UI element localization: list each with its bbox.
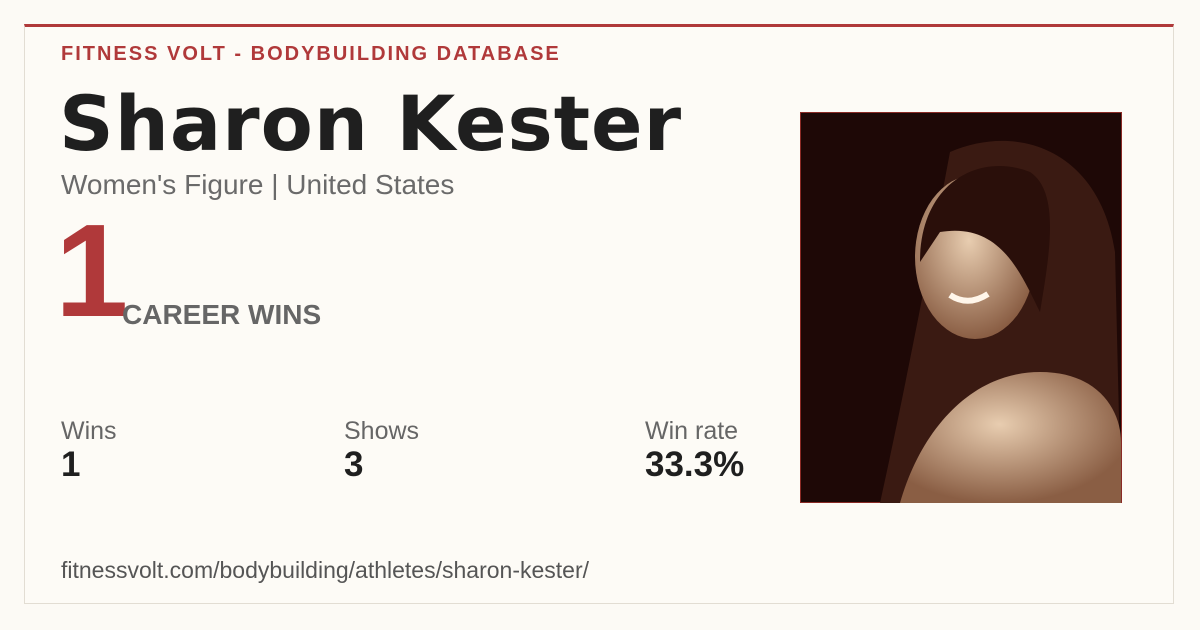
career-wins: 1 [55,197,129,344]
career-wins-label: CAREER WINS [122,299,322,330]
stat-value: 3 [344,445,364,484]
athlete-photo [800,112,1122,503]
athlete-name: Sharon Kester [59,79,683,168]
card: FITNESS VOLT - BODYBUILDING DATABASE Sha… [24,24,1174,604]
stat-label: Win rate [645,417,739,445]
brand: FITNESS VOLT - BODYBUILDING DATABASE [61,43,561,65]
stat-value: 1 [61,445,81,484]
url: fitnessvolt.com/bodybuilding/athletes/sh… [61,557,590,583]
stat-value: 33.3% [645,445,745,484]
stat-label: Wins [61,417,117,445]
stat-label: Shows [344,417,420,445]
athlete-subtitle: Women's Figure | United States [61,169,455,200]
